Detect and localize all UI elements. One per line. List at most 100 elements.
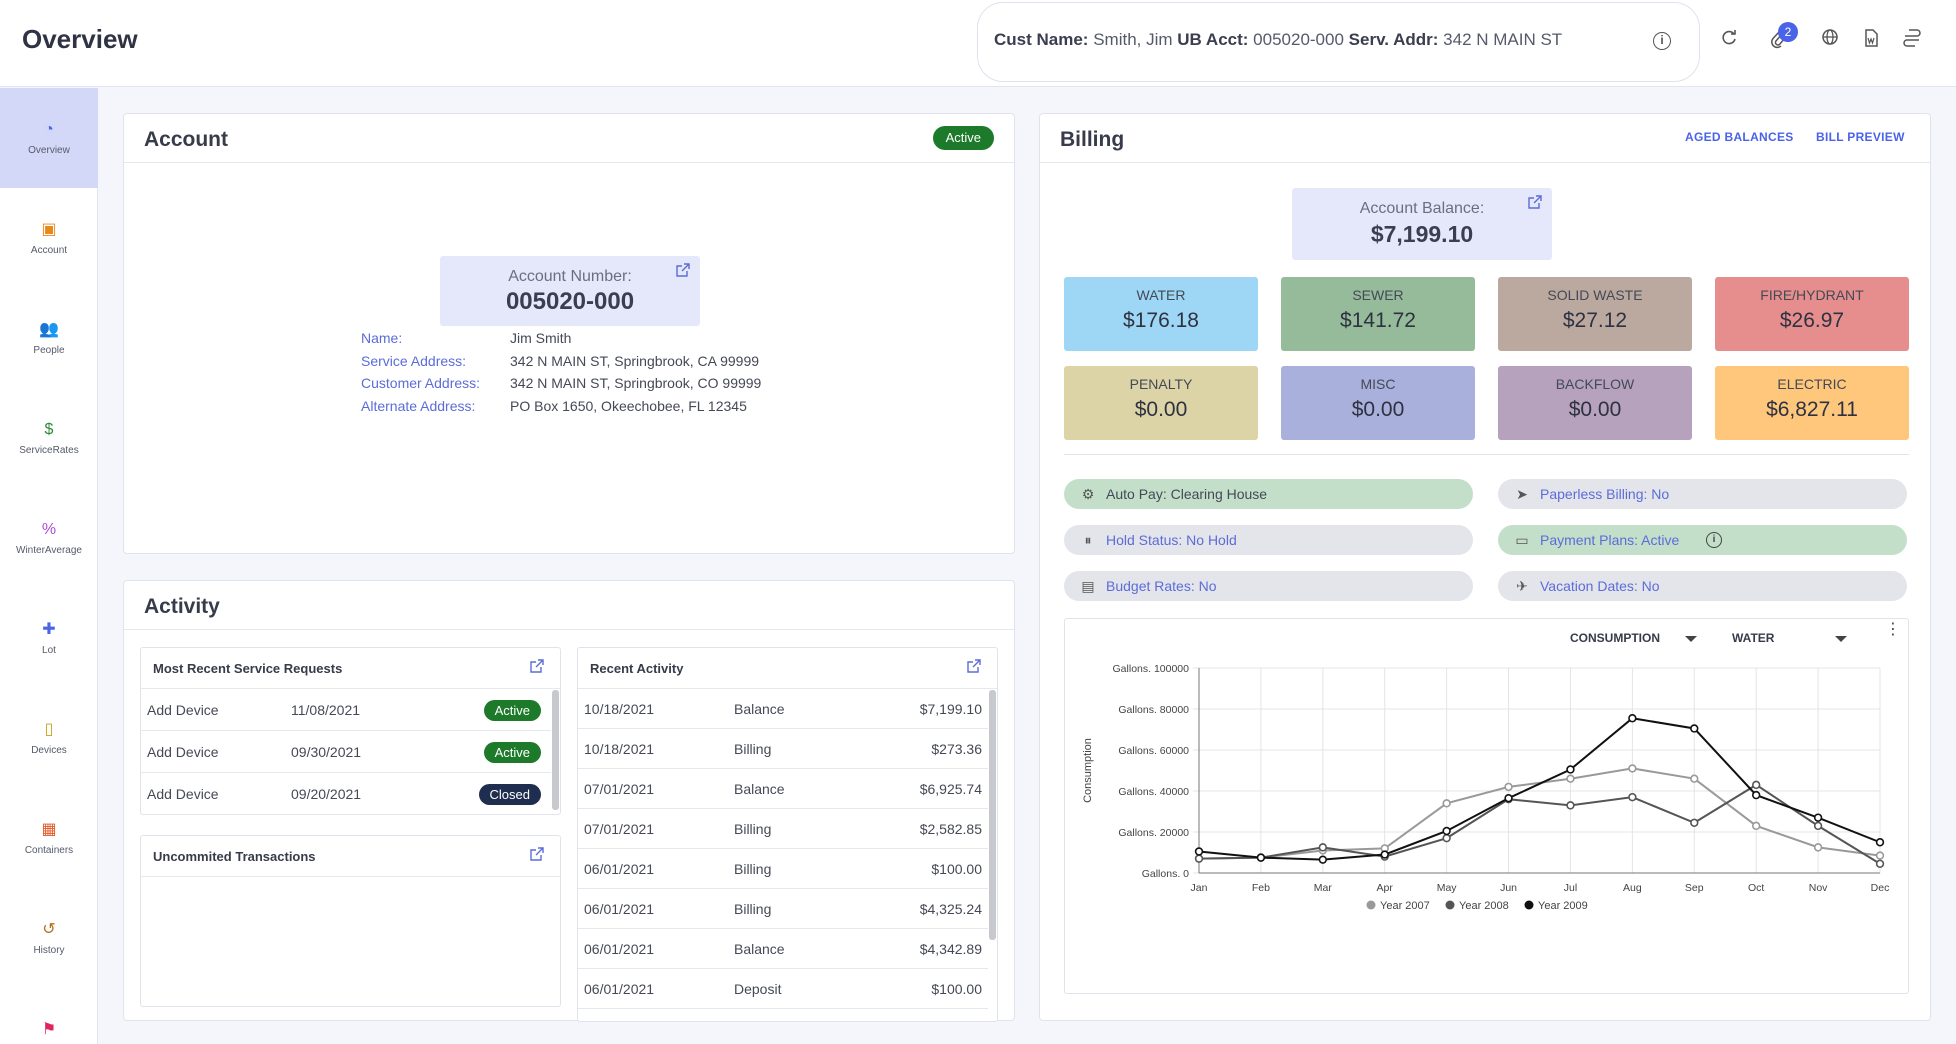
external-link-icon[interactable] (528, 658, 546, 676)
billing-flag[interactable]: ✈ Vacation Dates: No (1498, 571, 1907, 601)
data-point[interactable] (1628, 714, 1637, 723)
billing-flag[interactable]: ➤ Paperless Billing: No (1498, 479, 1907, 509)
data-point[interactable] (1380, 850, 1389, 859)
table-row[interactable]: 06/01/2021 Balance $4,342.89 (578, 929, 988, 969)
aged-balances-link[interactable]: AGED BALANCES (1685, 130, 1794, 144)
data-point[interactable] (1194, 847, 1204, 856)
sidebar-item-people[interactable]: 👥 People (0, 288, 98, 388)
data-point[interactable] (1256, 853, 1266, 862)
data-point[interactable] (1318, 855, 1328, 864)
data-point[interactable] (1628, 764, 1637, 773)
recent-activity-title: Recent Activity (590, 661, 684, 676)
divider (124, 629, 1014, 630)
data-point[interactable] (1813, 843, 1823, 852)
data-point[interactable] (1566, 774, 1575, 783)
table-row[interactable]: 06/01/2021 Deposit $100.00 (578, 969, 988, 1009)
refresh-icon[interactable] (1718, 28, 1740, 50)
divider (1040, 162, 1930, 163)
data-point[interactable] (1751, 780, 1761, 790)
data-point[interactable] (1504, 782, 1513, 792)
charge-tile-water[interactable]: WATER $176.18 (1064, 277, 1258, 351)
table-row[interactable]: 07/01/2021 Billing $2,582.85 (578, 809, 988, 849)
data-point[interactable] (1566, 765, 1575, 774)
x-tick-label: Feb (1252, 882, 1270, 894)
data-point[interactable] (1813, 813, 1823, 822)
table-row[interactable]: 10/18/2021 Balance $7,199.10 (578, 689, 988, 729)
charge-tile-sewer[interactable]: SEWER $141.72 (1281, 277, 1475, 351)
data-point[interactable] (1318, 843, 1328, 852)
data-point[interactable] (1442, 799, 1451, 808)
sidebar-item-containers[interactable]: ▦ Containers (0, 788, 98, 888)
activity-date: 06/01/2021 (584, 941, 655, 957)
sidebar-item-devices[interactable]: ▯ Devices (0, 688, 98, 788)
flag-icon: ⚑ (41, 1021, 57, 1038)
bill-preview-link[interactable]: BILL PREVIEW (1816, 130, 1905, 144)
data-point[interactable] (1690, 818, 1699, 827)
external-link-icon[interactable] (674, 262, 692, 280)
billing-flag[interactable]: ⚙ Auto Pay: Clearing House (1064, 479, 1473, 509)
data-point[interactable] (1690, 724, 1699, 733)
chevron-down-icon[interactable] (1835, 636, 1847, 642)
account-status-badge: Active (932, 126, 994, 150)
charge-tile-electric[interactable]: ELECTRIC $6,827.11 (1715, 366, 1909, 440)
chevron-down-icon[interactable] (1685, 636, 1697, 642)
customer-summary-text: Cust Name: Smith, Jim UB Acct: 005020-00… (994, 30, 1562, 50)
external-link-icon[interactable] (528, 846, 546, 864)
exchange-icon[interactable] (1901, 28, 1923, 50)
charge-tile-penalty[interactable]: PENALTY $0.00 (1064, 366, 1258, 440)
sidebar-item-overview[interactable]: ◔ Overview (0, 88, 98, 188)
billing-flag-label: Auto Pay: Clearing House (1106, 486, 1268, 502)
table-row[interactable]: Add Device 09/20/2021 Closed (141, 773, 551, 815)
table-row[interactable]: 07/01/2021 Balance $6,925.74 (578, 769, 988, 809)
sidebar-item-flag[interactable]: ⚑ (0, 988, 98, 1044)
sidebar-item-label: Overview (28, 145, 70, 156)
table-row[interactable]: 06/01/2021 Billing $100.00 (578, 849, 988, 889)
percent-icon: % (41, 521, 57, 538)
legend-marker (1445, 900, 1455, 910)
scrollbar[interactable] (552, 690, 559, 810)
data-point[interactable] (1875, 851, 1885, 860)
sidebar-item-history[interactable]: ↺ History (0, 888, 98, 988)
sidebar-item-lot[interactable]: ✚ Lot (0, 588, 98, 688)
external-link-icon[interactable] (1526, 194, 1544, 212)
charge-tile-misc[interactable]: MISC $0.00 (1281, 366, 1475, 440)
billing-flag[interactable]: ⏸ Hold Status: No Hold (1064, 525, 1473, 555)
billing-flag[interactable]: ▤ Budget Rates: No (1064, 571, 1473, 601)
charge-tile-solid-waste[interactable]: SOLID WASTE $27.12 (1498, 277, 1692, 351)
data-point[interactable] (1442, 833, 1451, 843)
data-point[interactable] (1751, 821, 1761, 831)
sidebar-item-servicerates[interactable]: $ ServiceRates (0, 388, 98, 488)
activity-date: 10/18/2021 (584, 701, 655, 717)
sidebar-item-account[interactable]: ▣ Account (0, 188, 98, 288)
data-point[interactable] (1690, 774, 1699, 783)
data-point[interactable] (1751, 790, 1761, 800)
external-link-icon[interactable] (965, 658, 983, 676)
activity-amount: $2,582.85 (919, 821, 982, 837)
data-point[interactable] (1504, 793, 1513, 803)
table-row[interactable]: Add Device 09/30/2021 Active (141, 731, 551, 773)
table-row[interactable]: 10/18/2021 Billing $273.36 (578, 729, 988, 769)
metric-dropdown[interactable]: CONSUMPTION (1570, 631, 1660, 645)
info-icon[interactable]: i (1706, 532, 1722, 548)
data-point[interactable] (1875, 859, 1885, 868)
document-icon[interactable] (1860, 28, 1882, 50)
billing-flag[interactable]: ▭ Payment Plans: Active i (1498, 525, 1907, 555)
charge-tile-fire-hydrant[interactable]: FIRE/HYDRANT $26.97 (1715, 277, 1909, 351)
charge-tile-backflow[interactable]: BACKFLOW $0.00 (1498, 366, 1692, 440)
x-tick-label: Apr (1377, 882, 1394, 894)
data-point[interactable] (1442, 826, 1451, 836)
data-point[interactable] (1628, 792, 1637, 802)
data-point[interactable] (1566, 801, 1575, 810)
service-dropdown[interactable]: WATER (1732, 631, 1775, 645)
activity-type: Billing (734, 861, 772, 877)
info-icon[interactable]: i (1653, 32, 1671, 50)
sidebar-item-winteraverage[interactable]: % WinterAverage (0, 488, 98, 588)
data-point[interactable] (1875, 838, 1885, 847)
data-point[interactable] (1813, 821, 1823, 831)
data-point[interactable] (1194, 854, 1204, 863)
scrollbar[interactable] (989, 690, 996, 940)
globe-icon[interactable] (1819, 28, 1841, 50)
table-row[interactable]: Add Device 11/08/2021 Active (141, 689, 551, 731)
status-badge: Active (483, 742, 541, 763)
table-row[interactable]: 06/01/2021 Billing $4,325.24 (578, 889, 988, 929)
